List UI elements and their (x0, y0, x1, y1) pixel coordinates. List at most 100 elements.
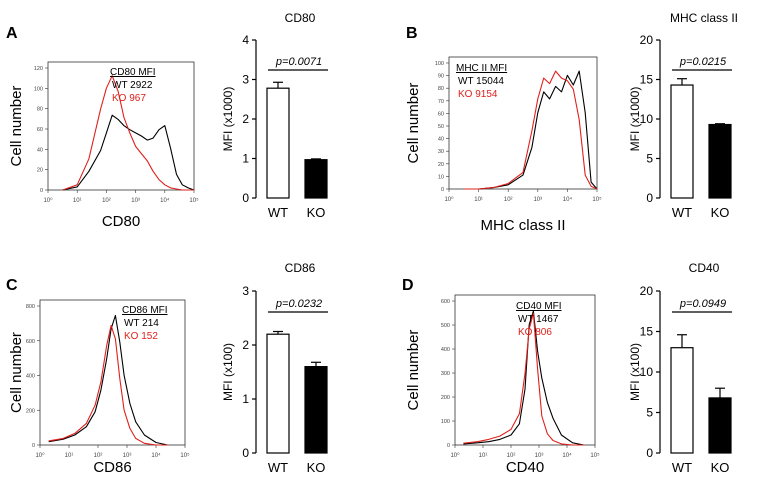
hist-ytick-label-c: 800 (26, 304, 35, 310)
hist-ylabel-a: Cell number (8, 86, 25, 167)
bar-ytick-label-a: 4 (242, 33, 249, 47)
hist-line-wt-b (463, 70, 598, 190)
bar-wt-a (266, 87, 290, 199)
hist-xtick-label-b: 10⁴ (563, 196, 573, 203)
bar-ytick-label-b: 10 (640, 112, 654, 126)
hist-ytick-label-b: 70 (438, 99, 444, 105)
hist-xtick-label-a: 10⁵ (189, 197, 199, 204)
p-value-c: p=0.0232 (275, 298, 322, 310)
bar-category-label-wt-d: WT (672, 460, 692, 475)
hist-ytick-label-b: 0 (441, 187, 444, 193)
hist-ytick-label-d: 100 (441, 419, 450, 425)
bar-ytick-label-d: 15 (640, 325, 654, 339)
bar-ytick-label-a: 2 (242, 112, 249, 126)
mfi-legend-ko-a: KO 967 (112, 93, 146, 104)
bar-ytick-label-c: 3 (242, 284, 249, 298)
hist-ytick-label-c: 0 (32, 443, 35, 449)
histogram-frame-a (47, 61, 195, 191)
hist-ytick-label-d: 0 (447, 443, 450, 449)
panel-letter-d: D (402, 277, 414, 294)
bar-ko-a (304, 159, 328, 199)
hist-line-ko-d (463, 312, 584, 446)
hist-xtick-label-a: 10¹ (73, 198, 82, 204)
bar-ytick-label-b: 5 (646, 152, 653, 166)
mfi-legend-wt-b: WT 15044 (458, 76, 504, 87)
hist-xtick-label-b: 10⁰ (444, 196, 454, 203)
hist-ytick-label-d: 500 (441, 323, 450, 329)
hist-xtick-label-b: 10⁵ (592, 196, 602, 203)
mfi-legend-title-a: CD80 MFI (110, 67, 156, 78)
panel-letter-c: C (6, 277, 18, 294)
hist-xlabel-b: MHC class II (480, 217, 565, 234)
bar-category-label-ko-b: KO (711, 205, 730, 220)
bar-ytick-label-a: 3 (242, 73, 249, 87)
mfi-legend-title-c: CD86 MFI (122, 305, 168, 316)
bar-title-d: CD40 (689, 261, 720, 275)
hist-ytick-label-b: 20 (438, 162, 444, 168)
hist-ytick-label-b: 50 (438, 124, 444, 130)
hist-xtick-label-c: 10⁵ (180, 452, 190, 459)
hist-xtick-label-b: 10¹ (474, 197, 483, 203)
bar-ytick-label-c: 0 (242, 446, 249, 460)
hist-ytick-label-b: 30 (438, 149, 444, 155)
bar-ylabel-d: MFI (x100) (628, 343, 642, 401)
bar-wt-b (670, 84, 694, 199)
bar-ko-c (304, 366, 328, 454)
bar-ytick-label-c: 1 (242, 392, 249, 406)
hist-xtick-label-c: 10² (94, 453, 103, 459)
bar-wt-d (670, 347, 694, 454)
p-value-d: p=0.0949 (679, 298, 726, 310)
hist-ylabel-d: Cell number (405, 330, 422, 411)
hist-ylabel-b: Cell number (405, 83, 422, 164)
hist-ytick-label-a: 100 (34, 86, 43, 92)
bar-ytick-label-b: 0 (646, 191, 653, 205)
hist-line-ko-a (62, 75, 194, 191)
bar-category-label-wt-c: WT (268, 460, 288, 475)
histogram-frame-b (448, 56, 598, 190)
bar-title-c: CD86 (285, 261, 316, 275)
bar-title-b: MHC class II (670, 11, 738, 25)
bar-ytick-label-b: 15 (640, 73, 654, 87)
hist-ytick-label-b: 100 (435, 61, 444, 67)
hist-xtick-label-a: 10⁰ (43, 197, 53, 204)
hist-ytick-label-a: 0 (40, 188, 43, 194)
hist-xtick-label-d: 10⁵ (590, 452, 600, 459)
bar-ytick-label-d: 0 (646, 446, 653, 460)
mfi-legend-ko-d: KO 806 (518, 327, 552, 338)
hist-ytick-label-a: 120 (34, 66, 43, 72)
hist-ytick-label-b: 40 (438, 137, 444, 143)
p-value-b: p=0.0215 (679, 56, 727, 68)
hist-ytick-label-a: 40 (37, 147, 43, 153)
bar-category-label-ko-d: KO (711, 460, 730, 475)
hist-line-wt-a (62, 114, 195, 191)
hist-ytick-label-b: 80 (438, 86, 444, 92)
panel-letter-a: A (6, 25, 18, 42)
bar-ylabel-a: MFI (x1000) (221, 87, 235, 152)
bar-category-label-wt-a: WT (268, 205, 288, 220)
hist-line-wt-d (463, 310, 584, 446)
hist-line-ko-c (48, 324, 168, 446)
hist-xtick-label-c: 10³ (123, 453, 132, 459)
mfi-legend-wt-d: WT 1467 (518, 314, 559, 325)
bar-ytick-label-c: 2 (242, 338, 249, 352)
hist-ytick-label-a: 80 (37, 107, 43, 113)
bar-category-label-ko-a: KO (307, 205, 326, 220)
bar-ytick-label-a: 1 (242, 152, 249, 166)
bar-ko-b (708, 123, 732, 199)
hist-ytick-label-b: 10 (438, 174, 444, 180)
hist-ytick-label-c: 600 (26, 339, 35, 345)
hist-ytick-label-c: 400 (26, 374, 35, 380)
bar-ko-d (708, 397, 732, 454)
hist-ytick-label-a: 60 (37, 127, 43, 133)
histogram-frame-c (39, 299, 186, 446)
hist-xtick-label-d: 10⁰ (450, 452, 460, 459)
bar-ytick-label-b: 20 (640, 33, 654, 47)
hist-line-wt-c (48, 314, 168, 446)
hist-ytick-label-c: 200 (26, 408, 35, 414)
p-value-a: p=0.0071 (275, 56, 322, 68)
hist-xlabel-a: CD80 (102, 213, 140, 230)
bar-ylabel-b: MFI (x1000) (628, 87, 642, 152)
mfi-legend-title-b: MHC II MFI (456, 63, 507, 74)
bar-ytick-label-d: 20 (640, 284, 654, 298)
